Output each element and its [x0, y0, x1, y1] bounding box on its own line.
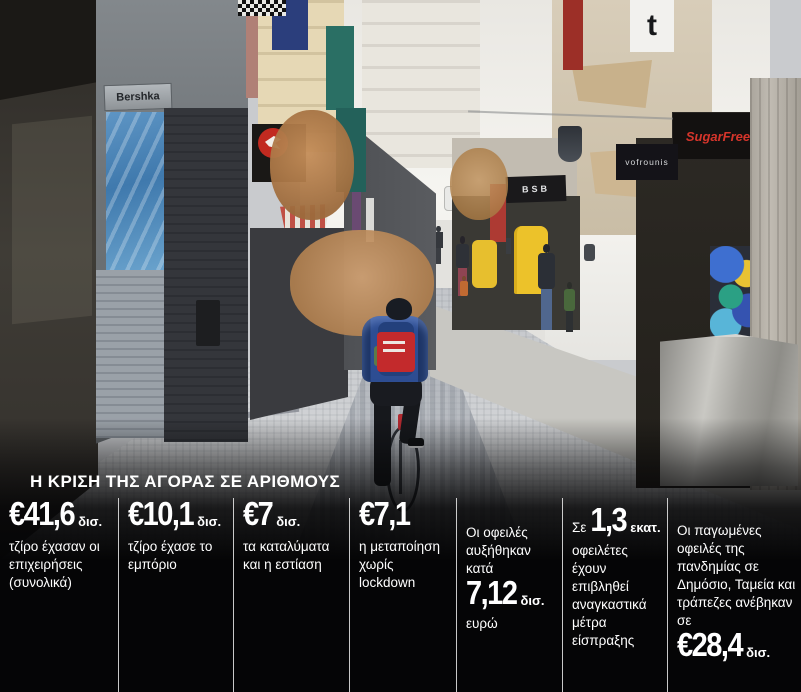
bsb-sign: BSB [505, 174, 567, 204]
pedestrian [564, 282, 575, 332]
stat-description: τζίρο έχασαν οι επιχειρήσεις (συνολικά) [9, 539, 100, 591]
stat-value: €7 [243, 496, 274, 534]
stat-column-1: €41,6 δισ. τζίρο έχασαν οι επιχειρήσεις (σ… [0, 497, 118, 692]
stat-column-6: Σε 1,3 εκατ. οφειλέτες έχουν επιβληθεί αναγ… [562, 498, 667, 692]
stat-value: €28,4 [677, 627, 744, 664]
stat-value: €10,1 [128, 496, 195, 534]
vofrounis-sign: vofrounis [616, 144, 678, 180]
stat-value: 1,3 [590, 502, 627, 540]
bag-label-lines [383, 341, 405, 344]
pedestrian [434, 226, 443, 264]
storefront-glass [12, 115, 92, 325]
stat-value: €41,6 [9, 496, 76, 534]
pedestrian [460, 276, 468, 296]
stat-column-4: €7,1 η μεταποίηση χωρίς lockdown [349, 497, 456, 692]
checkered-sign [238, 0, 286, 16]
street-lamp-far [584, 244, 595, 261]
stat-column-3: €7 δισ. τα καταλύματα και η εστίαση [233, 497, 349, 692]
roller-shutter [96, 270, 166, 438]
stat-value-row: €7,1 [359, 497, 451, 532]
headline: Η ΚΡΙΣΗ ΤΗΣ ΑΓΟΡΑΣ ΣΕ ΑΡΙΘΜΟΥΣ [30, 472, 341, 491]
stats-overlay: Η ΚΡΙΣΗ ΤΗΣ ΑΓΟΡΑΣ ΣΕ ΑΡΙΘΜΟΥΣ €41,6 δισ.… [0, 418, 801, 692]
autumn-tree [270, 110, 354, 220]
street-lamp [558, 126, 582, 162]
awning [572, 60, 652, 108]
stat-text-above: Οι οφειλές αυξήθηκαν κατά [466, 525, 531, 576]
cyclist-cap [386, 298, 412, 320]
stat-column-5: Οι οφειλές αυξήθηκαν κατά 7,12 δισ. ευρώ [456, 498, 562, 692]
teal-banner [326, 26, 354, 110]
stat-description: οφειλέτες έχουν επιβληθεί αναγκαστικά μέ… [572, 543, 647, 649]
red-banner [563, 0, 583, 70]
closed-shop [164, 108, 248, 442]
stat-description: τζίρο έχασε το εμπόριο [128, 539, 213, 573]
bershka-sign: Bershka [103, 82, 173, 112]
pedestrian [506, 238, 511, 254]
stat-unit: δισ. [197, 514, 222, 529]
stat-value-row: €10,1 δισ. [128, 497, 228, 532]
stat-column-7: Οι παγωμένες οφειλές της πανδημίας σε Δη… [667, 498, 801, 692]
stat-value-row: €28,4 δισ. [677, 628, 796, 663]
yellow-kiosk [472, 240, 497, 288]
stat-unit: εκατ. [630, 520, 661, 535]
stat-value: €7,1 [359, 496, 411, 534]
sugarfree-sign: SugarFree [672, 112, 764, 160]
vertical-banner [366, 198, 374, 242]
stats-columns: €41,6 δισ. τζίρο έχασαν οι επιχειρήσεις (σ… [0, 497, 801, 692]
stat-unit: δισ. [276, 514, 301, 529]
stat-description: τα καταλύματα και η εστίαση [243, 539, 330, 573]
blue-graffiti-pillar [106, 112, 164, 272]
stat-description: ευρώ [466, 616, 498, 632]
stat-value-row: €41,6 δισ. [9, 497, 113, 532]
stat-unit: δισ. [520, 592, 545, 608]
trash-bin [196, 300, 220, 346]
stat-value-row: €7 δισ. [243, 497, 344, 532]
pink-building-edge [246, 0, 260, 98]
stat-column-2: €10,1 δισ. τζίρο έχασε το εμπόριο [118, 497, 233, 692]
stat-value: 7,12 [466, 575, 518, 612]
vertical-banner [352, 188, 361, 232]
stat-text-inline: Σε [572, 520, 587, 535]
t-logo-sign: t [630, 0, 674, 52]
stat-unit: δισ. [78, 514, 103, 529]
stat-value-row: Σε 1,3 εκατ. [572, 503, 662, 538]
stat-text-above: Οι παγωμένες οφειλές της πανδημίας σε Δη… [677, 523, 796, 628]
stat-value-row: 7,12 δισ. [466, 576, 557, 611]
cyclist-red-bag [377, 332, 415, 372]
autumn-tree [450, 148, 508, 220]
stat-description: η μεταποίηση χωρίς lockdown [359, 539, 440, 591]
stat-unit: δισ. [746, 644, 771, 660]
pedestrian [538, 244, 555, 330]
